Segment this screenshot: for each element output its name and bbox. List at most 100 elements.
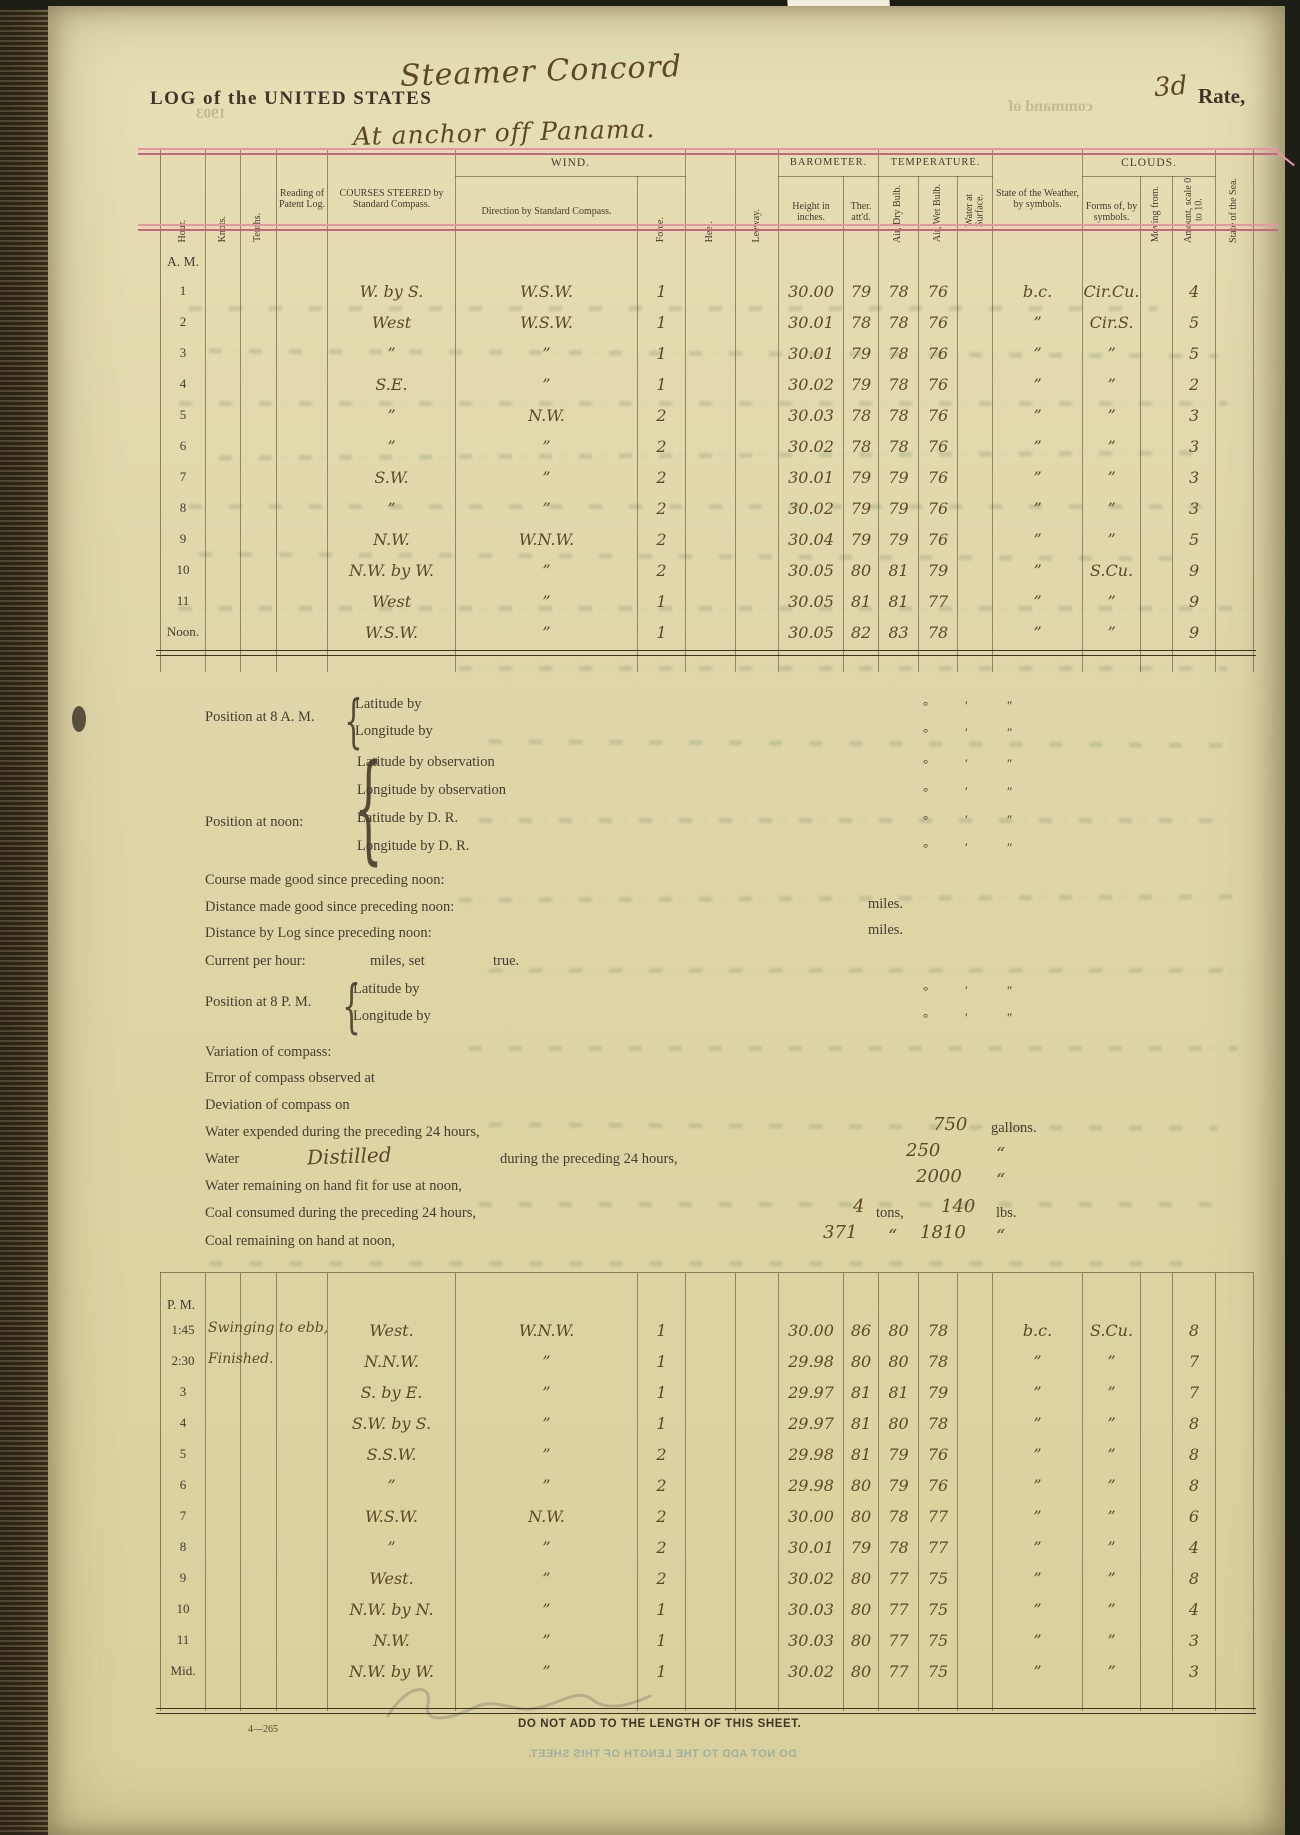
cell-patent-log	[276, 461, 328, 493]
cell-knots	[205, 616, 241, 648]
cell-forms: ”	[1082, 1531, 1141, 1563]
cell-patent-log	[276, 492, 328, 524]
cell-air-dry: 79	[878, 492, 920, 524]
location-handwritten: At anchor off Panama.	[352, 114, 656, 151]
cell-water-surface	[957, 585, 994, 617]
cell-heel	[685, 368, 737, 400]
cell-patent-log	[276, 523, 328, 555]
longitude-by-label: Longitude by	[355, 723, 433, 739]
cell-knots	[205, 1562, 241, 1594]
cell-force: 2	[637, 492, 687, 524]
cell-tenths	[240, 399, 277, 431]
cell-amount: 9	[1172, 616, 1217, 648]
bleed-line	[447, 894, 1239, 903]
cell-height: 30.00	[778, 1314, 844, 1346]
cell-leeway	[735, 1655, 779, 1687]
ditto-mark: “	[888, 1226, 898, 1247]
cell-air-wet: 76	[918, 523, 959, 555]
cell-leeway	[735, 1500, 779, 1532]
cell-air-wet: 79	[918, 1376, 958, 1408]
cell-weather: ”	[992, 1500, 1083, 1532]
am-spacer-row	[160, 647, 1255, 672]
water-expended-label: Water expended during the preceding 24 h…	[205, 1124, 480, 1140]
cell-force: 2	[637, 1469, 686, 1501]
coal-consumed-label: Coal consumed during the preceding 24 ho…	[205, 1205, 477, 1221]
cell-forms: ”	[1082, 337, 1142, 369]
am-log-table: Hour. Knots. Tenths. Reading of Patent L…	[160, 150, 1255, 672]
cell-heel	[685, 1438, 736, 1470]
cell-hour: 2	[160, 306, 206, 338]
cell-weather: ”	[992, 492, 1084, 524]
cell-courses: N.W. by N.	[327, 1593, 456, 1625]
cell-leeway	[735, 1407, 779, 1439]
cell-ther: 81	[843, 1438, 879, 1470]
cell-leeway	[735, 1469, 779, 1501]
cell-amount: 4	[1172, 1531, 1216, 1563]
cell-sea	[1215, 1438, 1254, 1470]
cell-tenths	[240, 368, 277, 400]
cell-direction: W.N.W.	[455, 523, 638, 555]
col-header-forms: Forms of, by symbols.	[1082, 176, 1142, 248]
cell-patent-log	[276, 554, 328, 586]
cell-force: 2	[637, 554, 687, 586]
brace: {	[344, 687, 363, 755]
cell-courses: ”	[327, 492, 456, 524]
cell-tenths	[240, 1655, 277, 1687]
cell-air-dry: 80	[878, 1314, 919, 1346]
cell-sea	[1215, 1407, 1254, 1439]
cell-amount: 5	[1172, 523, 1217, 555]
cell-air-dry: 78	[878, 430, 920, 462]
cell-air-wet: 75	[918, 1562, 958, 1594]
cell-ther: 80	[843, 1345, 879, 1377]
col-header-height: Height in inches.	[778, 176, 845, 248]
am-table-body: 1 W. by S. W.S.W. 1 30.00 79 78 76 b.c. …	[160, 275, 1255, 648]
cell-patent-log	[276, 1562, 328, 1594]
miles-set-label: miles, set	[370, 953, 425, 969]
cell-heel	[685, 399, 737, 431]
cell-forms: ”	[1082, 616, 1142, 648]
cell-knots	[205, 1531, 241, 1563]
longitude-observation-label: Longitude by observation	[357, 782, 507, 798]
cell-patent-log	[276, 585, 328, 617]
cell-hour: 7	[160, 1500, 206, 1532]
table-row: 5 ” N.W. 2 30.03 78 78 76 ” ” 3	[160, 399, 1255, 431]
cell-sea	[1215, 1655, 1254, 1687]
cell-tenths	[240, 585, 277, 617]
pink-rule-top	[138, 148, 1278, 155]
cell-hour: 6	[160, 1469, 206, 1501]
during-24-hours-label: during the preceding 24 hours,	[500, 1151, 678, 1167]
col-header-sea: State of the Sea.	[1215, 150, 1255, 248]
latitude-dr-label: Latitude by D. R.	[357, 810, 459, 826]
cell-hour: 6	[160, 430, 206, 462]
cell-knots	[205, 1376, 241, 1408]
cell-weather: ”	[992, 337, 1084, 369]
pm-table-body: 1:45 Swinging to ebb, West. W.N.W. 1 30.…	[160, 1314, 1254, 1687]
cell-patent-log	[276, 1376, 328, 1408]
cell-air-dry: 78	[878, 1500, 919, 1532]
cell-force: 1	[637, 337, 687, 369]
cell-amount: 2	[1172, 368, 1217, 400]
ditto-mark: “	[996, 1170, 1006, 1191]
cell-knots	[205, 1407, 241, 1439]
cell-force: 1	[637, 368, 687, 400]
cell-leeway	[735, 554, 780, 586]
cell-force: 1	[637, 616, 687, 648]
cell-air-wet: 78	[918, 616, 959, 648]
cell-heel	[685, 1376, 736, 1408]
cell-moving	[1140, 492, 1174, 524]
cell-ther: 80	[843, 1624, 879, 1656]
cell-moving	[1140, 1376, 1173, 1408]
cell-air-wet: 76	[918, 492, 959, 524]
cell-water-surface	[957, 554, 994, 586]
position-8pm-label: Position at 8 P. M.	[205, 994, 312, 1010]
coal-consumed-tons-value: 4	[853, 1196, 865, 1217]
cell-sea	[1215, 275, 1255, 307]
cell-amount: 9	[1172, 554, 1217, 586]
col-header-air-wet: Air, Wet Bulb.	[918, 176, 959, 248]
position-noon-label: Position at noon:	[205, 814, 304, 830]
cell-hour: 3	[160, 337, 206, 369]
cell-ther: 80	[843, 1655, 879, 1687]
cell-direction: ”	[455, 1593, 638, 1625]
cell-note: Swinging to ebb,	[208, 1319, 329, 1336]
cell-moving	[1140, 1655, 1173, 1687]
